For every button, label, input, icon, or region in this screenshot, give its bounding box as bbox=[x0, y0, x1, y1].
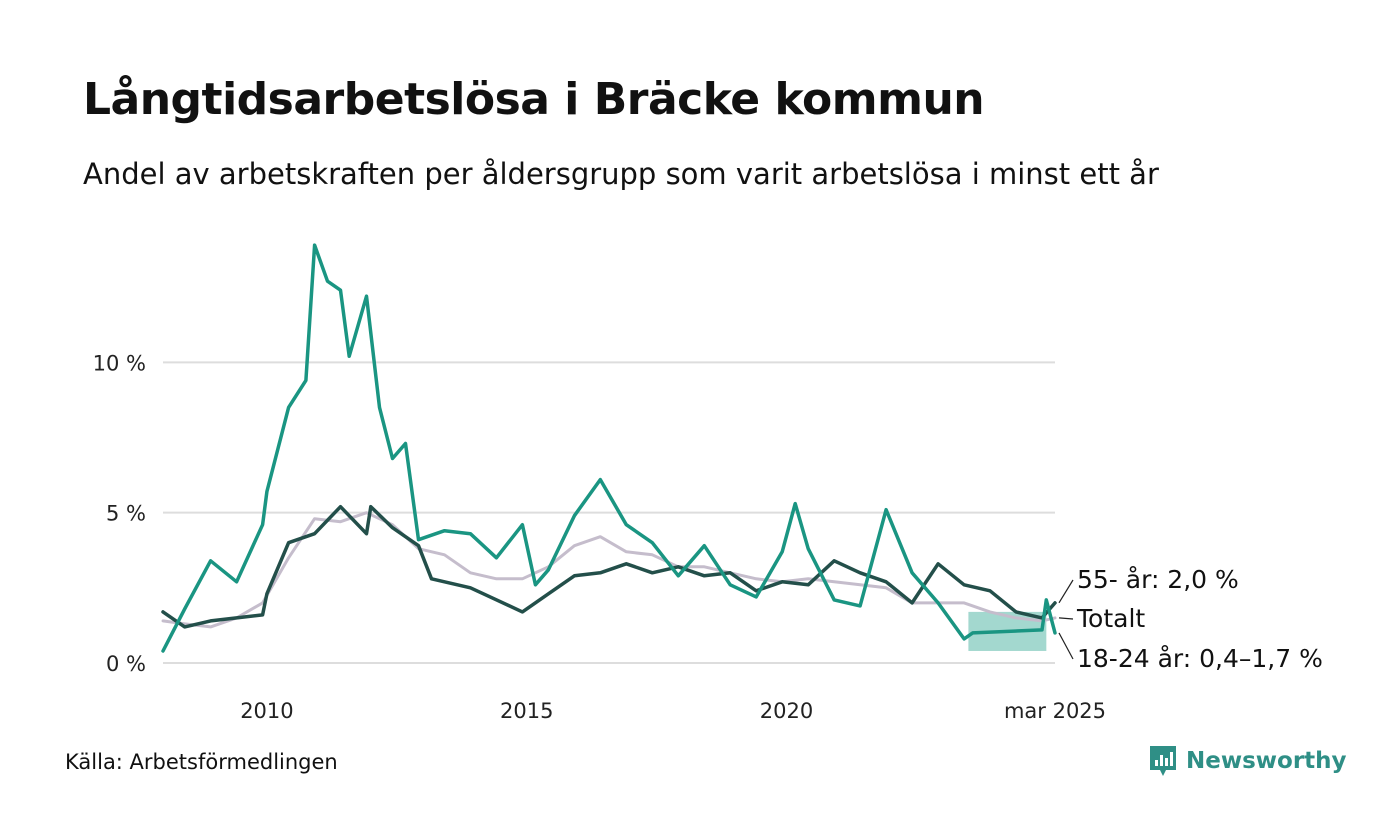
label-leader-total bbox=[1058, 617, 1074, 620]
x-axis-labels: 2010 2015 2020 mar 2025 bbox=[240, 699, 1106, 723]
x-tick-label: 2015 bbox=[500, 699, 553, 723]
y-tick-label: 10 % bbox=[93, 351, 146, 375]
label-leader-youth bbox=[1058, 632, 1074, 660]
brand-logo[interactable]: Newsworthy bbox=[1148, 744, 1347, 778]
series-line-older bbox=[161, 504, 1057, 629]
x-tick-label: mar 2025 bbox=[1004, 699, 1106, 723]
label-leader-older bbox=[1058, 579, 1074, 604]
y-tick-label: 5 % bbox=[106, 502, 146, 526]
chart-title: Långtidsarbetslösa i Bräcke kommun bbox=[83, 74, 985, 125]
gridlines bbox=[163, 361, 1055, 664]
brand-name: Newsworthy bbox=[1186, 748, 1347, 774]
y-tick-label: 0 % bbox=[106, 652, 146, 676]
source-note: Källa: Arbetsförmedlingen bbox=[65, 750, 338, 774]
series-line-youth bbox=[161, 243, 1057, 653]
series-end-labels: 55- år: 2,0 % Totalt 18-24 år: 0,4–1,7 % bbox=[1058, 565, 1323, 673]
bar-chart-icon bbox=[1150, 746, 1176, 776]
series-label-total: Totalt bbox=[1076, 604, 1145, 633]
x-tick-label: 2020 bbox=[760, 699, 813, 723]
series-label-older: 55- år: 2,0 % bbox=[1077, 565, 1239, 594]
y-axis-labels: 0 % 5 % 10 % bbox=[93, 351, 146, 676]
series-lines bbox=[161, 243, 1057, 653]
series-line-total bbox=[161, 511, 1057, 629]
x-tick-label: 2010 bbox=[240, 699, 293, 723]
series-label-youth: 18-24 år: 0,4–1,7 % bbox=[1077, 644, 1323, 673]
chart-subtitle: Andel av arbetskraften per åldersgrupp s… bbox=[83, 157, 1159, 191]
